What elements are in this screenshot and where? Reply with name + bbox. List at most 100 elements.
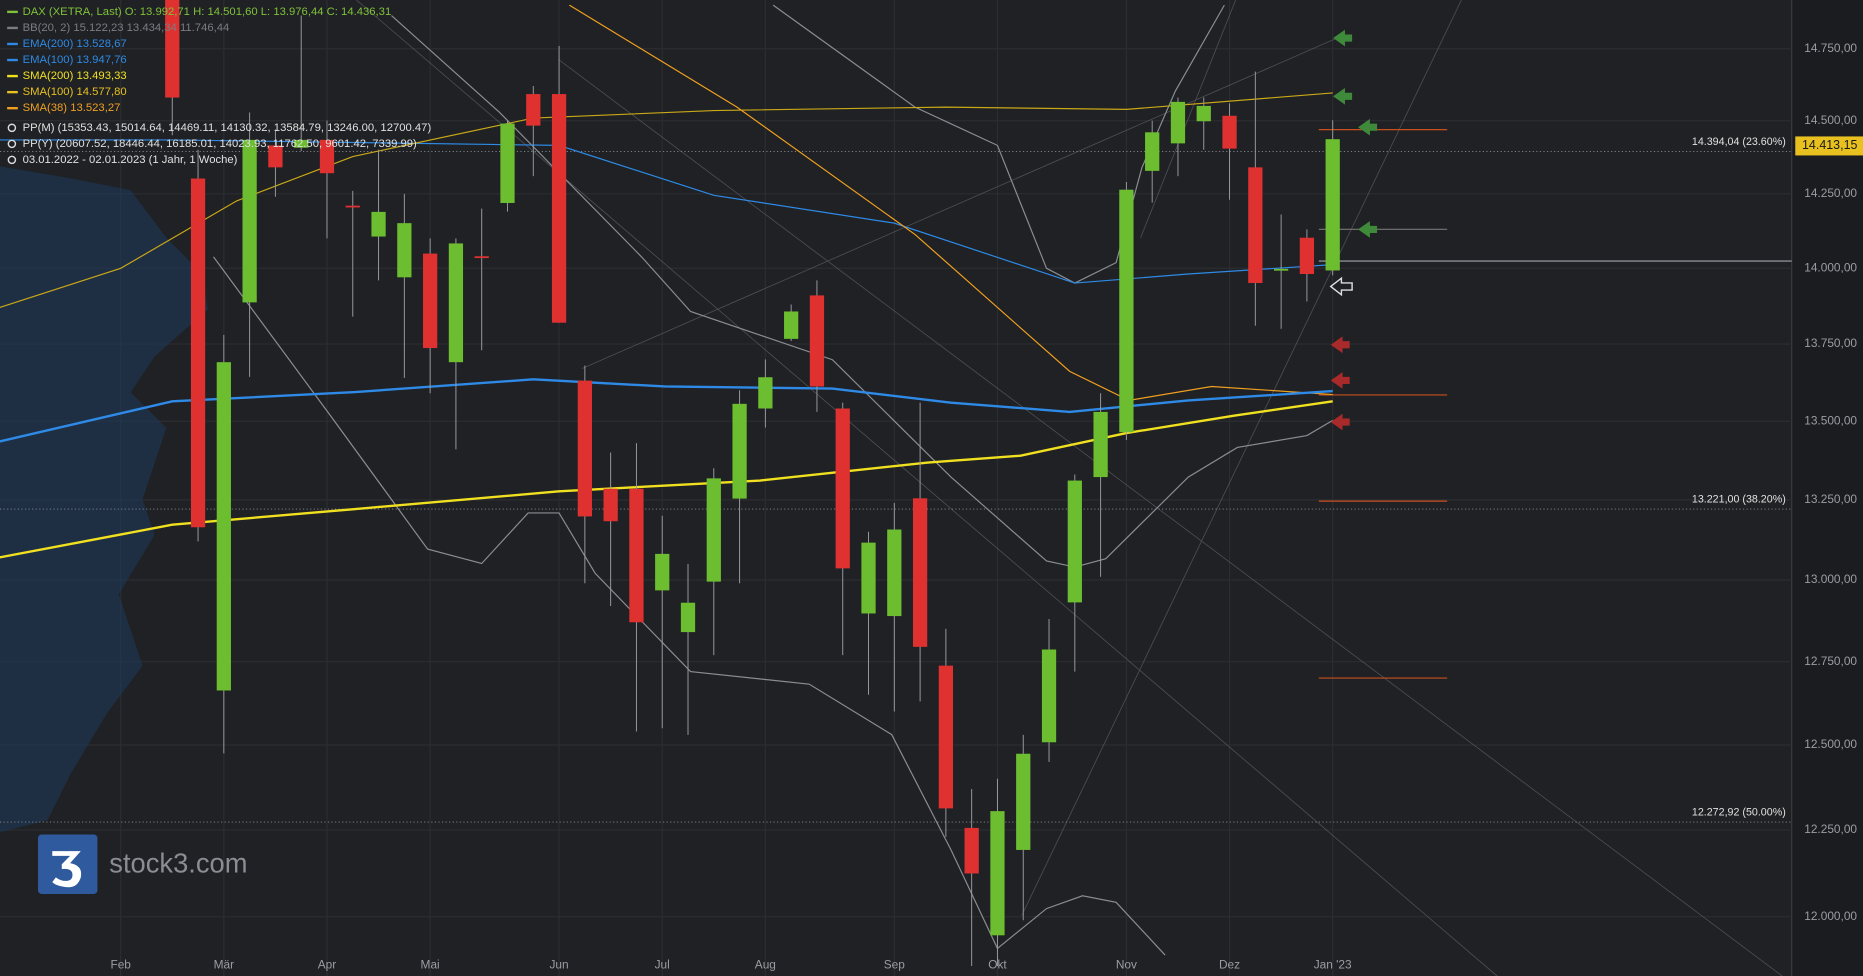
- candle-body: [1325, 139, 1340, 271]
- candle-body: [603, 488, 618, 522]
- candle-body: [294, 139, 309, 148]
- candle-body: [784, 311, 799, 339]
- fib-label: 13.221,00 (38.20%): [1692, 493, 1786, 505]
- trend-lines: [356, 0, 1783, 976]
- candle-body: [629, 488, 644, 623]
- axis-panel: [1791, 0, 1863, 976]
- legend-entry: EMA(100) 13.947,76: [23, 54, 127, 66]
- legend: DAX (XETRA, Last) O: 13.992,71 H: 14.501…: [7, 6, 431, 166]
- candle-body: [1119, 189, 1134, 433]
- x-tick-label: Feb: [110, 957, 131, 971]
- x-tick-label: Aug: [755, 957, 776, 971]
- x-tick-label: Jan '23: [1314, 957, 1352, 971]
- legend-entry: SMA(100) 14.577,80: [23, 86, 127, 98]
- candle-body: [526, 94, 541, 126]
- y-tick-label: 14.750,00: [1804, 41, 1857, 55]
- candle-body: [319, 139, 335, 174]
- candle-body: [165, 0, 180, 98]
- indicator-line: [0, 139, 1333, 284]
- legend-entry: SMA(38) 13.523,27: [23, 102, 121, 114]
- candle-body: [1093, 411, 1108, 478]
- y-tick-label: 14.500,00: [1804, 113, 1857, 127]
- indicator-line: [213, 256, 1166, 956]
- y-tick-label: 13.500,00: [1804, 413, 1857, 427]
- candle-body: [1041, 649, 1057, 743]
- candle-body: [809, 295, 825, 387]
- price-tag: [1795, 136, 1863, 156]
- candle-body: [1145, 132, 1160, 171]
- x-tick-label: Jul: [655, 957, 670, 971]
- candle-body: [1170, 101, 1186, 144]
- candle-body: [500, 123, 515, 203]
- candle-body: [680, 602, 696, 633]
- candle-body: [655, 553, 670, 591]
- candle-body: [397, 223, 412, 278]
- y-tick-label: 12.750,00: [1804, 654, 1857, 668]
- candle-body: [1273, 268, 1289, 271]
- candle-body: [371, 211, 386, 237]
- x-tick-label: Nov: [1116, 957, 1137, 971]
- legend-entry: EMA(200) 13.528,67: [23, 38, 127, 50]
- indicator-line: [391, 15, 1334, 568]
- y-tick-label: 14.250,00: [1804, 186, 1857, 200]
- candle-body: [423, 253, 438, 349]
- candle-body: [887, 529, 902, 617]
- legend-entry: PP(M) (15353.43, 15014.64, 14469.11, 141…: [23, 122, 432, 134]
- candle-body: [964, 827, 979, 874]
- y-tick-label: 13.250,00: [1804, 492, 1857, 506]
- x-tick-label: Jun: [549, 957, 568, 971]
- legend-entry: 03.01.2022 - 02.01.2023 (1 Jahr, 1 Woche…: [23, 154, 238, 166]
- y-tick-label: 12.250,00: [1804, 822, 1857, 836]
- logo-glyph: [52, 851, 82, 888]
- price-tag-label: 14.413,15: [1802, 138, 1858, 152]
- x-tick-label: Sep: [884, 957, 906, 971]
- candle-body: [835, 408, 850, 569]
- y-tick-label: 14.000,00: [1804, 260, 1857, 274]
- candle-body: [938, 665, 954, 809]
- y-tick-label: 13.750,00: [1804, 336, 1857, 350]
- candle-body: [1067, 480, 1082, 603]
- volume-profile: [0, 166, 208, 833]
- indicator-line: [569, 4, 1333, 402]
- grid: [0, 0, 1792, 976]
- candle-body: [216, 362, 231, 691]
- candle-body: [1299, 237, 1315, 274]
- candle-body: [1222, 115, 1237, 149]
- candle-body: [990, 811, 1005, 936]
- y-tick-label: 12.500,00: [1804, 737, 1857, 751]
- x-tick-label: Okt: [988, 957, 1007, 971]
- x-tick-label: Mär: [214, 957, 234, 971]
- candle-body: [706, 478, 721, 582]
- candle-body: [1016, 753, 1031, 850]
- logo-text: stock3.com: [109, 848, 247, 879]
- candle-body: [448, 243, 464, 363]
- y-tick-label: 12.000,00: [1804, 909, 1857, 923]
- x-tick-label: Apr: [318, 957, 337, 971]
- legend-icon: [7, 155, 17, 165]
- candle-body: [242, 139, 257, 303]
- candle-body: [577, 380, 592, 517]
- fib-label: 14.394,04 (23.60%): [1692, 136, 1786, 148]
- candle-body: [912, 498, 928, 647]
- arrows: [1329, 29, 1378, 431]
- candle-body: [1248, 167, 1263, 284]
- candle-body: [1196, 105, 1211, 122]
- y-tick-label: 13.000,00: [1804, 572, 1857, 586]
- x-tick-label: Dez: [1219, 957, 1240, 971]
- legend-entry: PP(Y) (20607.52, 18446.44, 16185.01, 140…: [23, 138, 417, 150]
- plot: [0, 0, 1792, 967]
- x-tick-label: Mai: [421, 957, 440, 971]
- legend-entry: BB(20, 2) 15.122,23 13.434,34 11.746,44: [23, 22, 230, 34]
- candle-body: [551, 94, 567, 323]
- candle-body: [861, 542, 876, 614]
- legend-icon: [7, 139, 17, 149]
- legend-entry: SMA(200) 13.493,33: [23, 70, 127, 82]
- candle-body: [474, 256, 489, 259]
- candle-body: [732, 403, 747, 499]
- candle-body: [268, 145, 283, 168]
- candle-body: [345, 205, 360, 208]
- legend-icon: [7, 123, 17, 133]
- fib-label: 12.272,92 (50.00%): [1692, 806, 1786, 818]
